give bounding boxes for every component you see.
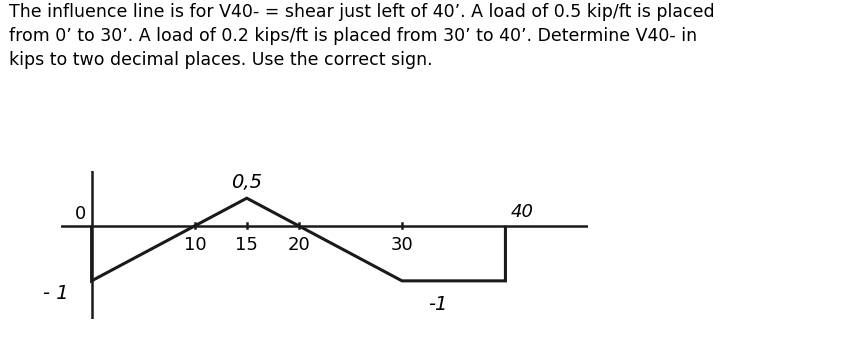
Text: 10: 10 <box>183 236 207 254</box>
Text: 15: 15 <box>235 236 259 254</box>
Text: 30: 30 <box>391 236 413 254</box>
Text: 40: 40 <box>510 203 534 221</box>
Text: 20: 20 <box>287 236 310 254</box>
Text: 0,5: 0,5 <box>231 172 262 192</box>
Text: The influence line is for V40- = shear just left of 40’. A load of 0.5 kip/ft is: The influence line is for V40- = shear j… <box>9 4 714 69</box>
Text: 0: 0 <box>75 205 86 223</box>
Text: -1: -1 <box>428 295 448 314</box>
Text: - 1: - 1 <box>42 284 68 303</box>
